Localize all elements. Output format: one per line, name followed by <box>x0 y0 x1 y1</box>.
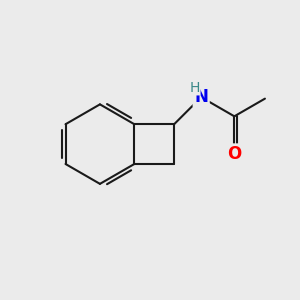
Text: N: N <box>194 88 208 106</box>
Text: H: H <box>190 81 200 95</box>
Text: O: O <box>227 145 242 163</box>
